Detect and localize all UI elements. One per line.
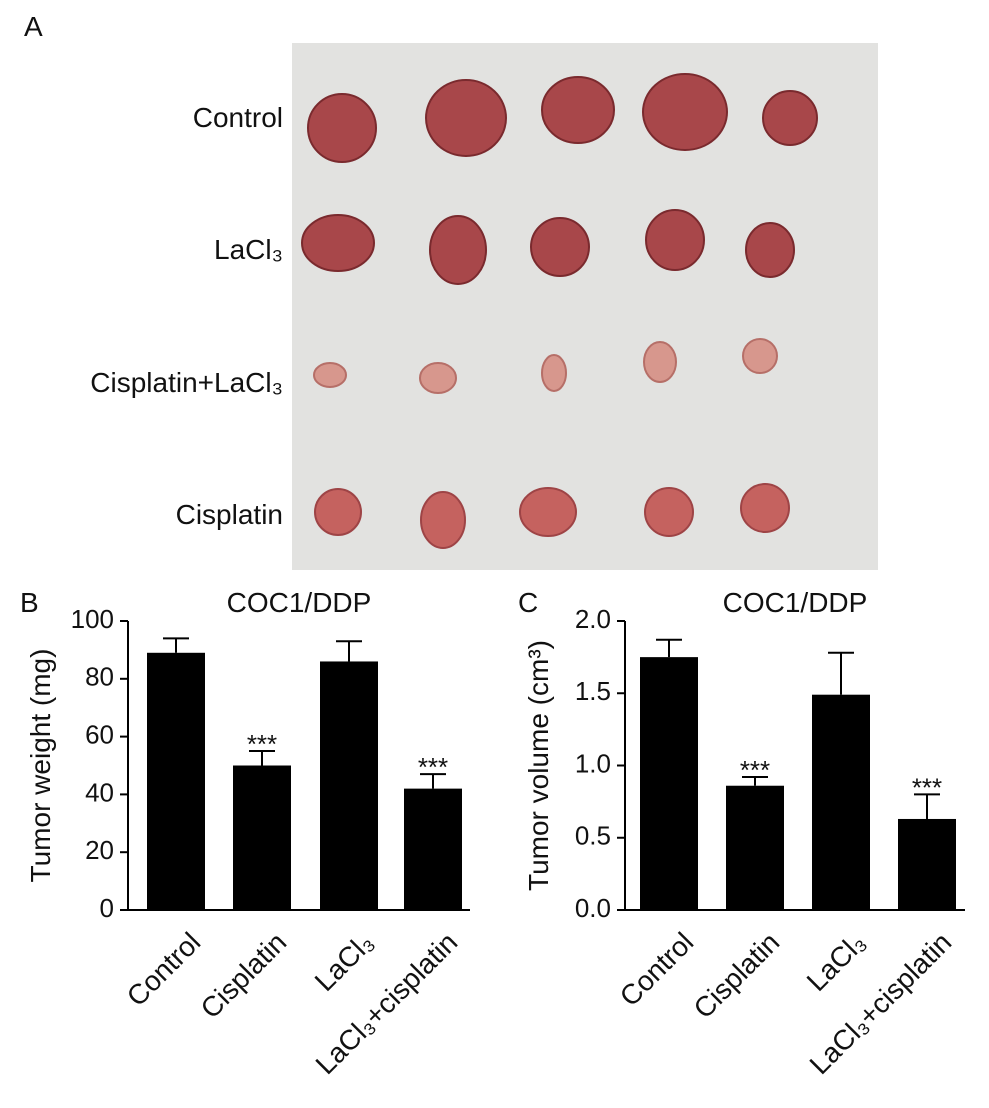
y-axis-label: Tumor volume (cm³) — [523, 640, 554, 891]
row-label: LaCl₃ — [214, 234, 283, 265]
y-axis-label: Tumor weight (mg) — [25, 649, 56, 883]
x-tick-label: Cisplatin — [688, 926, 786, 1024]
tumor — [425, 79, 507, 157]
y-tick-label: 20 — [85, 835, 114, 865]
y-tick-label: 1.5 — [575, 676, 611, 706]
panel-label: B — [20, 587, 39, 618]
row-label: Control — [193, 102, 283, 133]
tumor — [314, 488, 362, 536]
x-tick-label: Control — [121, 926, 207, 1012]
tumor — [419, 362, 457, 394]
tumor — [307, 93, 377, 163]
tumor — [745, 222, 795, 278]
tumor — [541, 76, 615, 144]
significance: *** — [247, 729, 277, 759]
bar — [726, 785, 784, 910]
tumors — [301, 73, 818, 285]
y-tick-label: 40 — [85, 777, 114, 807]
y-tick-label: 0.0 — [575, 893, 611, 923]
bar — [320, 661, 378, 910]
medium-tumors — [314, 483, 790, 549]
tumor — [740, 483, 790, 533]
tumor — [420, 491, 466, 549]
tumor — [429, 215, 487, 285]
small-tumors — [313, 338, 778, 394]
y-tick-label: 1.0 — [575, 748, 611, 778]
row-label: Cisplatin+LaCl₃ — [90, 367, 283, 398]
y-tick-label: 0.5 — [575, 821, 611, 851]
tumor — [530, 217, 590, 277]
tumor — [762, 90, 818, 146]
x-tick-label: Cisplatin — [195, 926, 293, 1024]
tumor — [519, 487, 577, 537]
x-tick-label: LaCl₃ — [309, 926, 380, 997]
significance: *** — [912, 772, 942, 802]
tumor — [642, 73, 728, 151]
y-tick-label: 0 — [100, 893, 114, 923]
row-label: Cisplatin — [176, 499, 283, 530]
bar — [233, 765, 291, 910]
x-tick-label: LaCl₃+cisplatin — [310, 926, 464, 1080]
bar — [147, 652, 205, 910]
tumor — [645, 209, 705, 271]
panel-label: C — [518, 587, 538, 618]
significance: *** — [418, 752, 448, 782]
bar — [898, 818, 956, 910]
tumor — [301, 214, 375, 272]
bar — [404, 788, 462, 910]
bar — [812, 694, 870, 910]
chart-title: COC1/DDP — [227, 587, 372, 618]
x-tick-label: Control — [614, 926, 700, 1012]
chart-title: COC1/DDP — [723, 587, 868, 618]
tumor — [643, 341, 677, 383]
tumor — [742, 338, 778, 374]
tumor — [541, 354, 567, 392]
y-tick-label: 60 — [85, 719, 114, 749]
x-tick-label: LaCl₃ — [801, 926, 872, 997]
tumor — [644, 487, 694, 537]
y-tick-label: 2.0 — [575, 604, 611, 634]
significance: *** — [740, 755, 770, 785]
tumor — [313, 362, 347, 388]
y-tick-label: 80 — [85, 662, 114, 692]
panel-label: A — [24, 11, 43, 42]
y-tick-label: 100 — [71, 604, 114, 634]
bar — [640, 657, 698, 910]
